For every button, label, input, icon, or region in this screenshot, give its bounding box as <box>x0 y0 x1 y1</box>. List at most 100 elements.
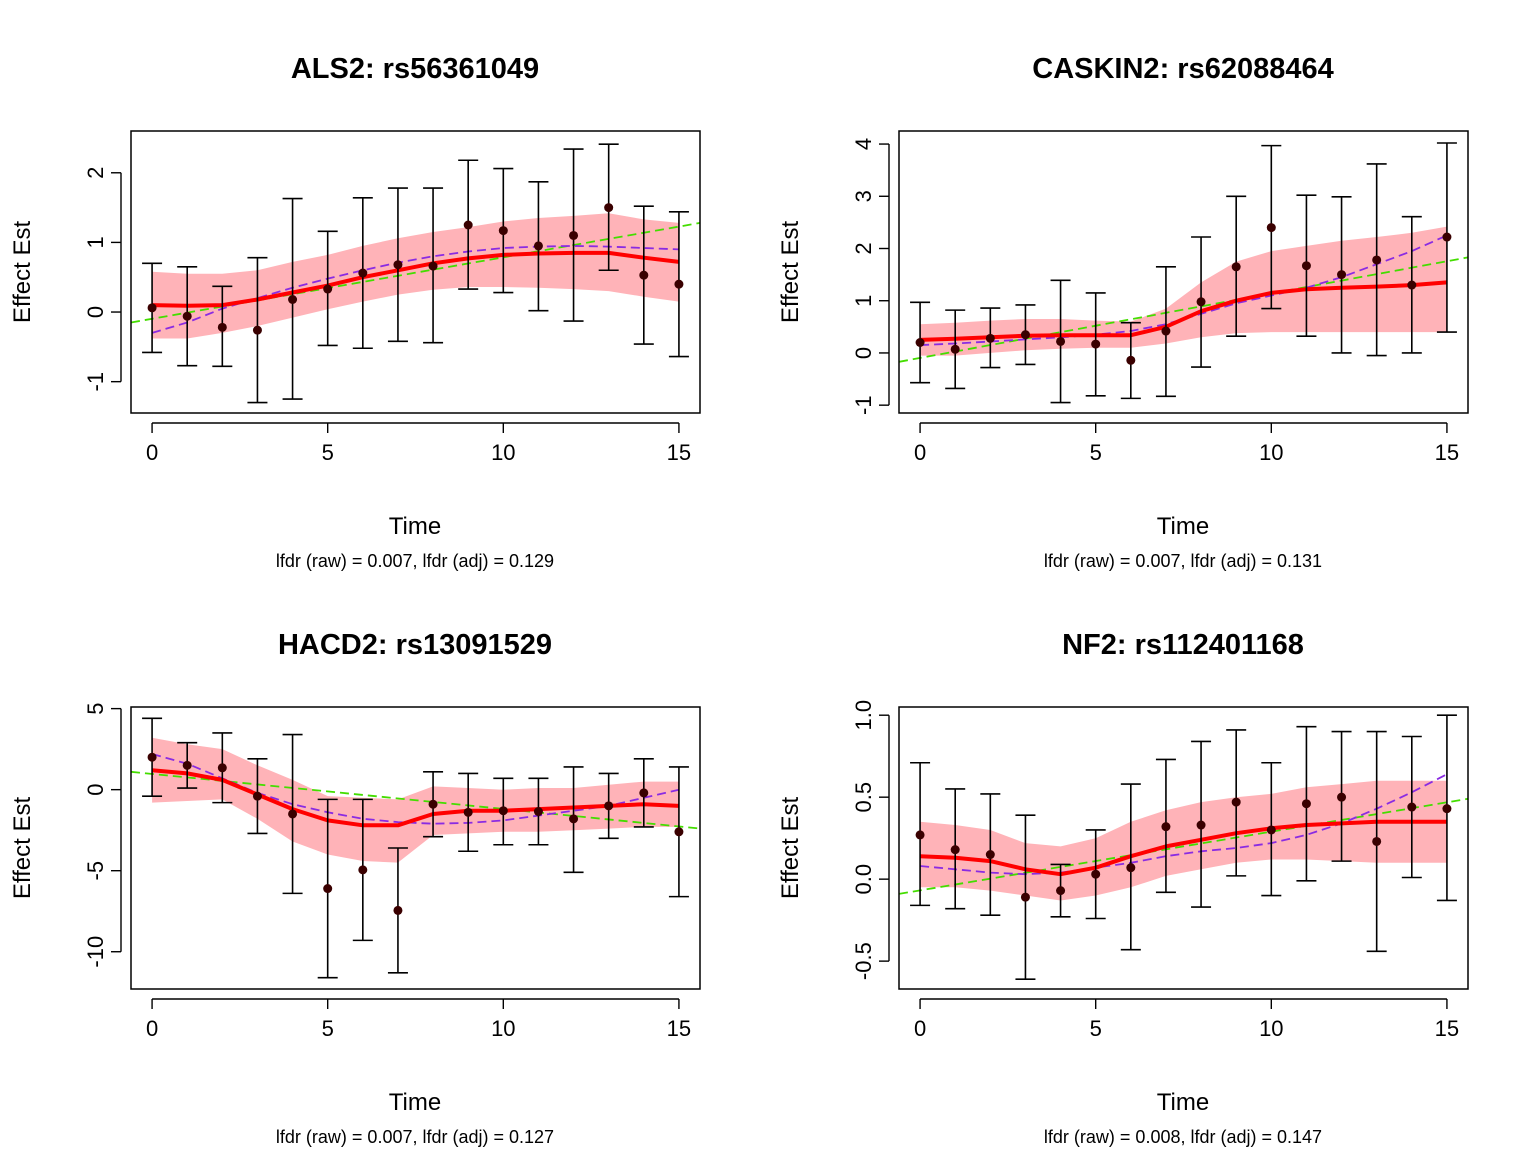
data-point <box>1407 280 1417 290</box>
data-point <box>950 845 960 855</box>
x-tick-label: 0 <box>914 1016 926 1041</box>
plot-area: 0 5 10 15 -1 0 1 2 <box>83 130 701 465</box>
panel-title: CASKIN2: rs62088464 <box>1032 53 1333 85</box>
panel-title: HACD2: rs13091529 <box>278 629 552 661</box>
smooth-curve <box>920 280 1448 342</box>
y-tick-label: -1 <box>83 372 108 392</box>
y-tick-label: 0 <box>851 347 876 359</box>
data-point <box>1266 825 1276 835</box>
plot-area: 0 5 10 15 -0.5 0.0 0.5 1.0 <box>851 700 1469 1041</box>
y-tick-label: 1 <box>83 236 108 248</box>
plot-frame <box>898 706 1469 990</box>
y-tick-label: 0.0 <box>851 864 876 895</box>
y-tick-label: 0 <box>83 306 108 318</box>
x-tick-label: 10 <box>1259 1016 1283 1041</box>
data-point <box>463 220 473 230</box>
panel-nf2: NF2: rs112401168 Time Effect Est lfdr (r… <box>777 629 1469 1147</box>
y-tick-label: 0.5 <box>851 782 876 813</box>
data-point <box>1442 804 1452 814</box>
data-point <box>985 333 995 343</box>
y-axis-label: Effect Est <box>9 221 36 324</box>
data-point <box>533 807 543 817</box>
data-point <box>1091 869 1101 879</box>
smooth-curve <box>151 768 679 828</box>
data-point <box>182 760 192 770</box>
x-axis-label: Time <box>389 513 441 540</box>
smooth-curve <box>152 250 680 308</box>
x-tick-label: 0 <box>914 440 926 465</box>
x-tick-label: 10 <box>491 1016 515 1041</box>
smooth-curve <box>920 819 1447 877</box>
x-tick-label: 5 <box>1090 1016 1102 1041</box>
x-tick-label: 0 <box>146 1016 158 1041</box>
data-point <box>147 303 157 313</box>
data-point <box>674 279 684 289</box>
data-point <box>1056 336 1066 346</box>
panel-caskin2: CASKIN2: rs62088464 Time Effect Est lfdr… <box>777 53 1469 571</box>
data-point <box>1337 270 1347 280</box>
lfdr-caption: lfdr (raw) = 0.007, lfdr (adj) = 0.129 <box>276 551 554 571</box>
y-tick-label: 3 <box>851 190 876 202</box>
x-tick-label: 15 <box>667 440 691 465</box>
y-tick-label: 2 <box>83 167 108 179</box>
y-tick-label: 1 <box>851 295 876 307</box>
data-point <box>498 226 508 236</box>
data-point <box>1231 797 1241 807</box>
data-point <box>639 788 649 798</box>
linear-fit-line <box>131 222 700 324</box>
data-point <box>674 827 684 837</box>
y-tick-label: -1 <box>851 395 876 415</box>
panel-als2: ALS2: rs56361049 Time Effect Est lfdr (r… <box>9 53 701 571</box>
data-point <box>1266 223 1276 233</box>
data-point <box>985 850 995 860</box>
y-tick-label: -10 <box>83 936 108 968</box>
x-tick-label: 0 <box>146 440 158 465</box>
data-point <box>569 814 579 824</box>
data-point <box>147 752 157 762</box>
data-point <box>358 865 368 875</box>
data-point <box>252 791 262 801</box>
data-point <box>323 284 333 294</box>
data-point <box>639 270 649 280</box>
y-tick-label: 5 <box>83 702 108 714</box>
x-tick-label: 5 <box>1090 440 1102 465</box>
data-point <box>358 268 368 278</box>
y-tick-label: 4 <box>851 138 876 150</box>
plot-content <box>899 226 1468 363</box>
x-tick-label: 10 <box>491 440 515 465</box>
x-axis-label: Time <box>389 1089 441 1116</box>
data-point <box>1020 330 1030 340</box>
data-point <box>1301 261 1311 271</box>
data-point <box>1372 255 1382 265</box>
data-point <box>498 806 508 816</box>
data-point <box>1442 232 1452 242</box>
lfdr-caption: lfdr (raw) = 0.007, lfdr (adj) = 0.131 <box>1044 551 1322 571</box>
x-axis-label: Time <box>1157 513 1209 540</box>
data-point <box>288 295 298 305</box>
panel-hacd2: HACD2: rs13091529 Time Effect Est lfdr (… <box>9 629 701 1147</box>
confidence-band <box>920 780 1447 901</box>
data-point <box>428 261 438 271</box>
data-point <box>428 799 438 809</box>
linear-fit-line <box>899 797 1468 895</box>
data-point <box>604 801 614 811</box>
x-tick-label: 15 <box>667 1016 691 1041</box>
data-point <box>1161 822 1171 832</box>
data-point <box>217 763 227 773</box>
data-point <box>569 230 579 240</box>
data-point <box>1372 836 1382 846</box>
plot-frame <box>130 706 701 990</box>
confidence-band <box>152 213 679 339</box>
data-point <box>217 322 227 332</box>
x-axis-label: Time <box>1157 1089 1209 1116</box>
spline-fit-line <box>920 773 1448 876</box>
data-point <box>393 260 403 270</box>
plot-content <box>131 213 700 339</box>
data-point <box>950 344 960 354</box>
data-point <box>915 338 925 347</box>
plot-area: 0 5 10 15 -1 0 1 2 3 4 <box>851 130 1469 465</box>
plot-frame <box>898 130 1469 414</box>
y-axis-label: Effect Est <box>777 221 804 324</box>
y-tick-label: -5 <box>83 861 108 881</box>
y-axis-label: Effect Est <box>777 797 804 900</box>
